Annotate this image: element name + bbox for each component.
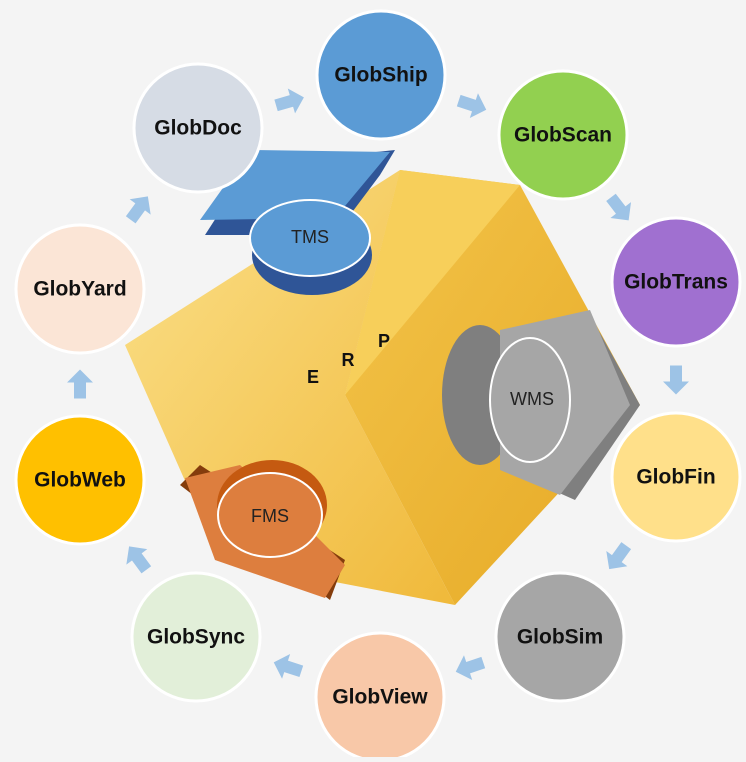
erp-letter: P <box>378 331 390 351</box>
node-label: GlobView <box>332 686 428 709</box>
node-label: GlobSync <box>147 626 245 649</box>
module-label: TMS <box>291 227 329 247</box>
erp-letter: E <box>307 367 319 387</box>
erp-letter: R <box>342 350 355 370</box>
node-label: GlobTrans <box>624 271 728 294</box>
diagram: TMS WMS FMS E R P GlobShip GlobScan GlobTr… <box>0 0 746 757</box>
node-label: GlobWeb <box>34 469 126 492</box>
node-label: GlobScan <box>514 124 612 147</box>
module-label: WMS <box>510 389 554 409</box>
node-label: GlobYard <box>33 278 126 301</box>
node-label: GlobSim <box>517 626 603 649</box>
node-label: GlobDoc <box>154 117 242 140</box>
node-label: GlobFin <box>636 466 715 489</box>
node-label: GlobShip <box>334 64 427 87</box>
module-label: FMS <box>251 506 289 526</box>
